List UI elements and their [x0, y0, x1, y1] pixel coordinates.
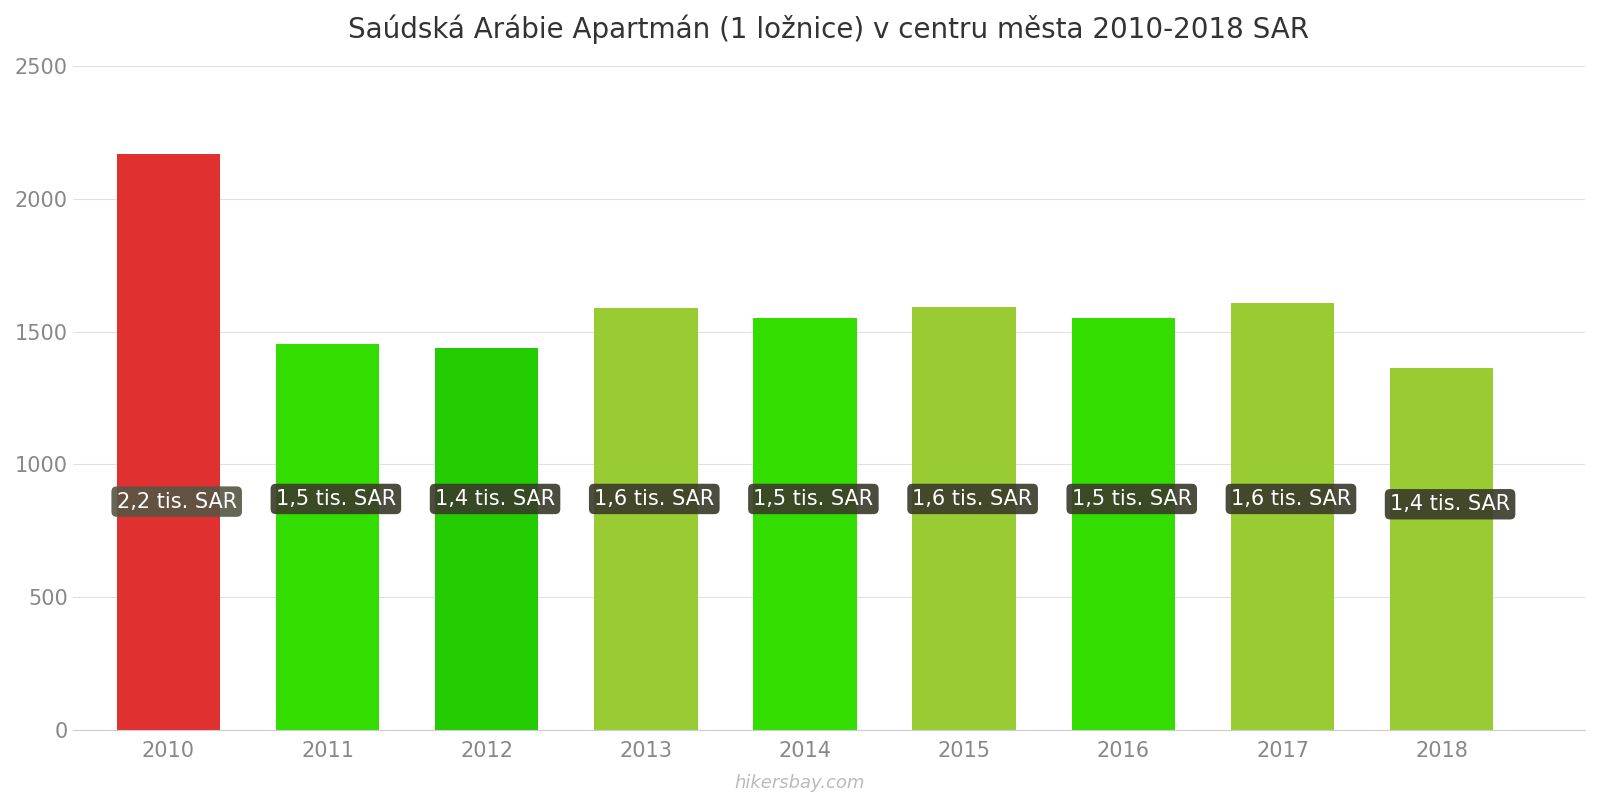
Text: 2,2 tis. SAR: 2,2 tis. SAR — [117, 492, 237, 512]
Bar — [117, 154, 221, 730]
Bar — [275, 344, 379, 730]
Text: 1,6 tis. SAR: 1,6 tis. SAR — [594, 489, 715, 509]
Title: Saúdská Arábie Apartmán (1 ložnice) v centru města 2010-2018 SAR: Saúdská Arábie Apartmán (1 ložnice) v ce… — [349, 15, 1309, 45]
Bar — [594, 308, 698, 730]
Text: 1,4 tis. SAR: 1,4 tis. SAR — [435, 489, 555, 509]
Bar — [1072, 318, 1174, 730]
Bar — [1230, 302, 1334, 730]
Text: 1,4 tis. SAR: 1,4 tis. SAR — [1390, 494, 1510, 514]
Bar — [754, 318, 856, 730]
Bar — [912, 306, 1016, 730]
Text: 1,5 tis. SAR: 1,5 tis. SAR — [1072, 489, 1192, 509]
Bar — [435, 348, 539, 730]
Bar — [1390, 368, 1493, 730]
Text: 1,5 tis. SAR: 1,5 tis. SAR — [275, 489, 395, 509]
Text: 1,6 tis. SAR: 1,6 tis. SAR — [1230, 489, 1350, 509]
Text: 1,6 tis. SAR: 1,6 tis. SAR — [912, 489, 1032, 509]
Text: hikersbay.com: hikersbay.com — [734, 774, 866, 792]
Text: 1,5 tis. SAR: 1,5 tis. SAR — [754, 489, 874, 509]
